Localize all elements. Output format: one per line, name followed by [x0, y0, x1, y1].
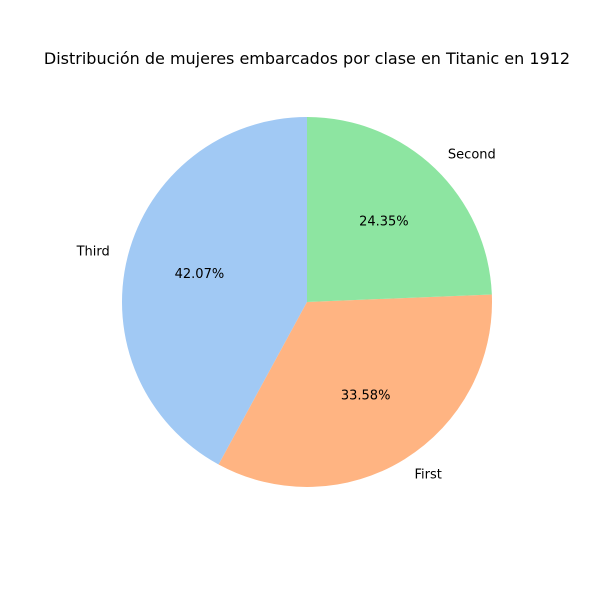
- slice-label-first: First: [415, 467, 442, 482]
- pct-label-third: 42.07%: [175, 267, 225, 282]
- slice-label-third: Third: [76, 244, 110, 259]
- pie-slice-third: [122, 117, 307, 465]
- pie-slices: [122, 117, 492, 487]
- pie-slice-first: [218, 294, 492, 487]
- pct-label-first: 33.58%: [341, 389, 391, 404]
- slice-label-second: Second: [448, 148, 496, 163]
- pct-label-second: 24.35%: [359, 214, 409, 229]
- pie-slice-second: [307, 117, 492, 302]
- chart-title: Distribución de mujeres embarcados por c…: [44, 49, 570, 68]
- pie-labels: Third 42.07% First 33.58% Second 24.35%: [76, 148, 496, 483]
